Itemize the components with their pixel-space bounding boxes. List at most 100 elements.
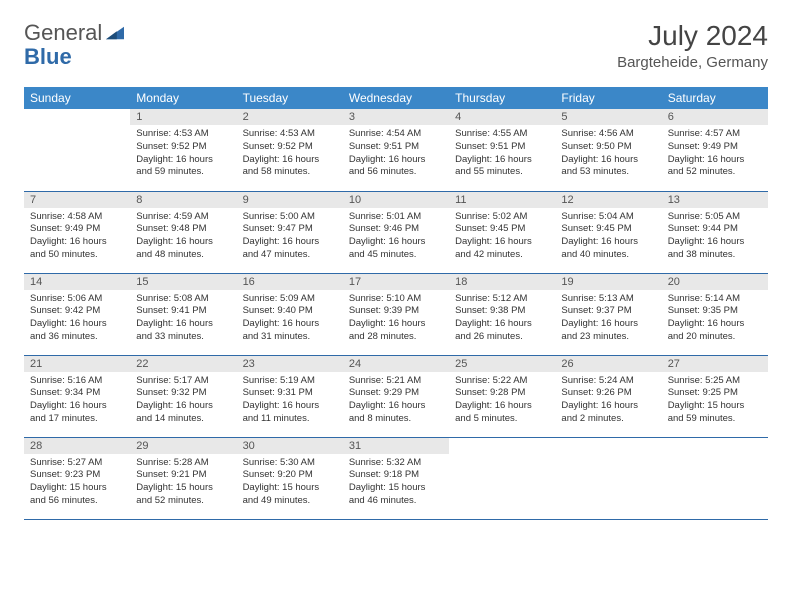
sunset-text: Sunset: 9:45 PM (455, 223, 549, 236)
sunrise-text: Sunrise: 5:28 AM (136, 457, 230, 470)
sunset-text: Sunset: 9:29 PM (349, 387, 443, 400)
calendar-day-cell: 13Sunrise: 5:05 AMSunset: 9:44 PMDayligh… (662, 191, 768, 273)
day-body: Sunrise: 5:17 AMSunset: 9:32 PMDaylight:… (130, 372, 236, 430)
daylight-text: Daylight: 16 hours and 47 minutes. (243, 236, 337, 262)
calendar-day-cell: 22Sunrise: 5:17 AMSunset: 9:32 PMDayligh… (130, 355, 236, 437)
weekday-header: Friday (555, 87, 661, 109)
sunrise-text: Sunrise: 5:22 AM (455, 375, 549, 388)
day-body: Sunrise: 5:32 AMSunset: 9:18 PMDaylight:… (343, 454, 449, 512)
day-number: 9 (237, 192, 343, 208)
day-number: 20 (662, 274, 768, 290)
day-number: 25 (449, 356, 555, 372)
daylight-text: Daylight: 16 hours and 48 minutes. (136, 236, 230, 262)
day-body: Sunrise: 4:59 AMSunset: 9:48 PMDaylight:… (130, 208, 236, 266)
day-body: Sunrise: 5:24 AMSunset: 9:26 PMDaylight:… (555, 372, 661, 430)
sunrise-text: Sunrise: 5:21 AM (349, 375, 443, 388)
sunrise-text: Sunrise: 5:13 AM (561, 293, 655, 306)
day-body: Sunrise: 4:53 AMSunset: 9:52 PMDaylight:… (130, 125, 236, 183)
calendar-week-row: 28Sunrise: 5:27 AMSunset: 9:23 PMDayligh… (24, 437, 768, 519)
sunrise-text: Sunrise: 4:59 AM (136, 211, 230, 224)
weekday-header: Wednesday (343, 87, 449, 109)
day-number: 12 (555, 192, 661, 208)
day-body: Sunrise: 4:53 AMSunset: 9:52 PMDaylight:… (237, 125, 343, 183)
weekday-header: Sunday (24, 87, 130, 109)
daylight-text: Daylight: 16 hours and 58 minutes. (243, 154, 337, 180)
sunrise-text: Sunrise: 5:30 AM (243, 457, 337, 470)
day-body: Sunrise: 5:16 AMSunset: 9:34 PMDaylight:… (24, 372, 130, 430)
calendar-day-cell: 4Sunrise: 4:55 AMSunset: 9:51 PMDaylight… (449, 109, 555, 191)
sunrise-text: Sunrise: 5:16 AM (30, 375, 124, 388)
day-number: 26 (555, 356, 661, 372)
day-body: Sunrise: 4:55 AMSunset: 9:51 PMDaylight:… (449, 125, 555, 183)
day-number: 28 (24, 438, 130, 454)
day-number: 15 (130, 274, 236, 290)
sunrise-text: Sunrise: 5:14 AM (668, 293, 762, 306)
daylight-text: Daylight: 15 hours and 49 minutes. (243, 482, 337, 508)
day-body: Sunrise: 5:05 AMSunset: 9:44 PMDaylight:… (662, 208, 768, 266)
sunset-text: Sunset: 9:40 PM (243, 305, 337, 318)
calendar-day-cell: 16Sunrise: 5:09 AMSunset: 9:40 PMDayligh… (237, 273, 343, 355)
day-number: 10 (343, 192, 449, 208)
sunrise-text: Sunrise: 5:25 AM (668, 375, 762, 388)
sunrise-text: Sunrise: 5:32 AM (349, 457, 443, 470)
sunrise-text: Sunrise: 5:19 AM (243, 375, 337, 388)
sunrise-text: Sunrise: 5:08 AM (136, 293, 230, 306)
daylight-text: Daylight: 16 hours and 52 minutes. (668, 154, 762, 180)
sunset-text: Sunset: 9:42 PM (30, 305, 124, 318)
logo-blue-text-wrap: Blue (24, 44, 72, 70)
calendar-day-cell: 3Sunrise: 4:54 AMSunset: 9:51 PMDaylight… (343, 109, 449, 191)
daylight-text: Daylight: 16 hours and 42 minutes. (455, 236, 549, 262)
daylight-text: Daylight: 16 hours and 40 minutes. (561, 236, 655, 262)
day-number: 30 (237, 438, 343, 454)
day-number: 5 (555, 109, 661, 125)
sunrise-text: Sunrise: 4:57 AM (668, 128, 762, 141)
month-title: July 2024 (617, 20, 768, 52)
day-number: 27 (662, 356, 768, 372)
sunset-text: Sunset: 9:44 PM (668, 223, 762, 236)
sunset-text: Sunset: 9:26 PM (561, 387, 655, 400)
calendar-day-cell: 24Sunrise: 5:21 AMSunset: 9:29 PMDayligh… (343, 355, 449, 437)
daylight-text: Daylight: 15 hours and 52 minutes. (136, 482, 230, 508)
sunrise-text: Sunrise: 5:01 AM (349, 211, 443, 224)
calendar-week-row: 14Sunrise: 5:06 AMSunset: 9:42 PMDayligh… (24, 273, 768, 355)
day-number: 31 (343, 438, 449, 454)
day-number: 17 (343, 274, 449, 290)
daylight-text: Daylight: 15 hours and 46 minutes. (349, 482, 443, 508)
sunset-text: Sunset: 9:50 PM (561, 141, 655, 154)
daylight-text: Daylight: 16 hours and 23 minutes. (561, 318, 655, 344)
daylight-text: Daylight: 16 hours and 5 minutes. (455, 400, 549, 426)
sunset-text: Sunset: 9:47 PM (243, 223, 337, 236)
day-body: Sunrise: 5:13 AMSunset: 9:37 PMDaylight:… (555, 290, 661, 348)
day-body: Sunrise: 4:54 AMSunset: 9:51 PMDaylight:… (343, 125, 449, 183)
calendar-body: 1Sunrise: 4:53 AMSunset: 9:52 PMDaylight… (24, 109, 768, 519)
sunrise-text: Sunrise: 5:05 AM (668, 211, 762, 224)
calendar-day-cell (555, 437, 661, 519)
calendar-day-cell (449, 437, 555, 519)
daylight-text: Daylight: 16 hours and 26 minutes. (455, 318, 549, 344)
sunrise-text: Sunrise: 4:56 AM (561, 128, 655, 141)
calendar-day-cell: 10Sunrise: 5:01 AMSunset: 9:46 PMDayligh… (343, 191, 449, 273)
calendar-day-cell: 7Sunrise: 4:58 AMSunset: 9:49 PMDaylight… (24, 191, 130, 273)
day-number: 3 (343, 109, 449, 125)
day-body: Sunrise: 5:22 AMSunset: 9:28 PMDaylight:… (449, 372, 555, 430)
sunset-text: Sunset: 9:46 PM (349, 223, 443, 236)
sunrise-text: Sunrise: 4:58 AM (30, 211, 124, 224)
day-body: Sunrise: 5:12 AMSunset: 9:38 PMDaylight:… (449, 290, 555, 348)
logo: General (24, 20, 126, 46)
calendar-day-cell (24, 109, 130, 191)
sunrise-text: Sunrise: 4:54 AM (349, 128, 443, 141)
logo-text-general: General (24, 20, 102, 46)
calendar-day-cell: 20Sunrise: 5:14 AMSunset: 9:35 PMDayligh… (662, 273, 768, 355)
sunset-text: Sunset: 9:51 PM (455, 141, 549, 154)
weekday-header: Tuesday (237, 87, 343, 109)
daylight-text: Daylight: 16 hours and 50 minutes. (30, 236, 124, 262)
daylight-text: Daylight: 16 hours and 38 minutes. (668, 236, 762, 262)
calendar-day-cell: 30Sunrise: 5:30 AMSunset: 9:20 PMDayligh… (237, 437, 343, 519)
calendar-day-cell: 5Sunrise: 4:56 AMSunset: 9:50 PMDaylight… (555, 109, 661, 191)
sunrise-text: Sunrise: 5:04 AM (561, 211, 655, 224)
daylight-text: Daylight: 16 hours and 31 minutes. (243, 318, 337, 344)
weekday-header: Thursday (449, 87, 555, 109)
sunset-text: Sunset: 9:49 PM (668, 141, 762, 154)
day-body: Sunrise: 5:08 AMSunset: 9:41 PMDaylight:… (130, 290, 236, 348)
daylight-text: Daylight: 16 hours and 56 minutes. (349, 154, 443, 180)
